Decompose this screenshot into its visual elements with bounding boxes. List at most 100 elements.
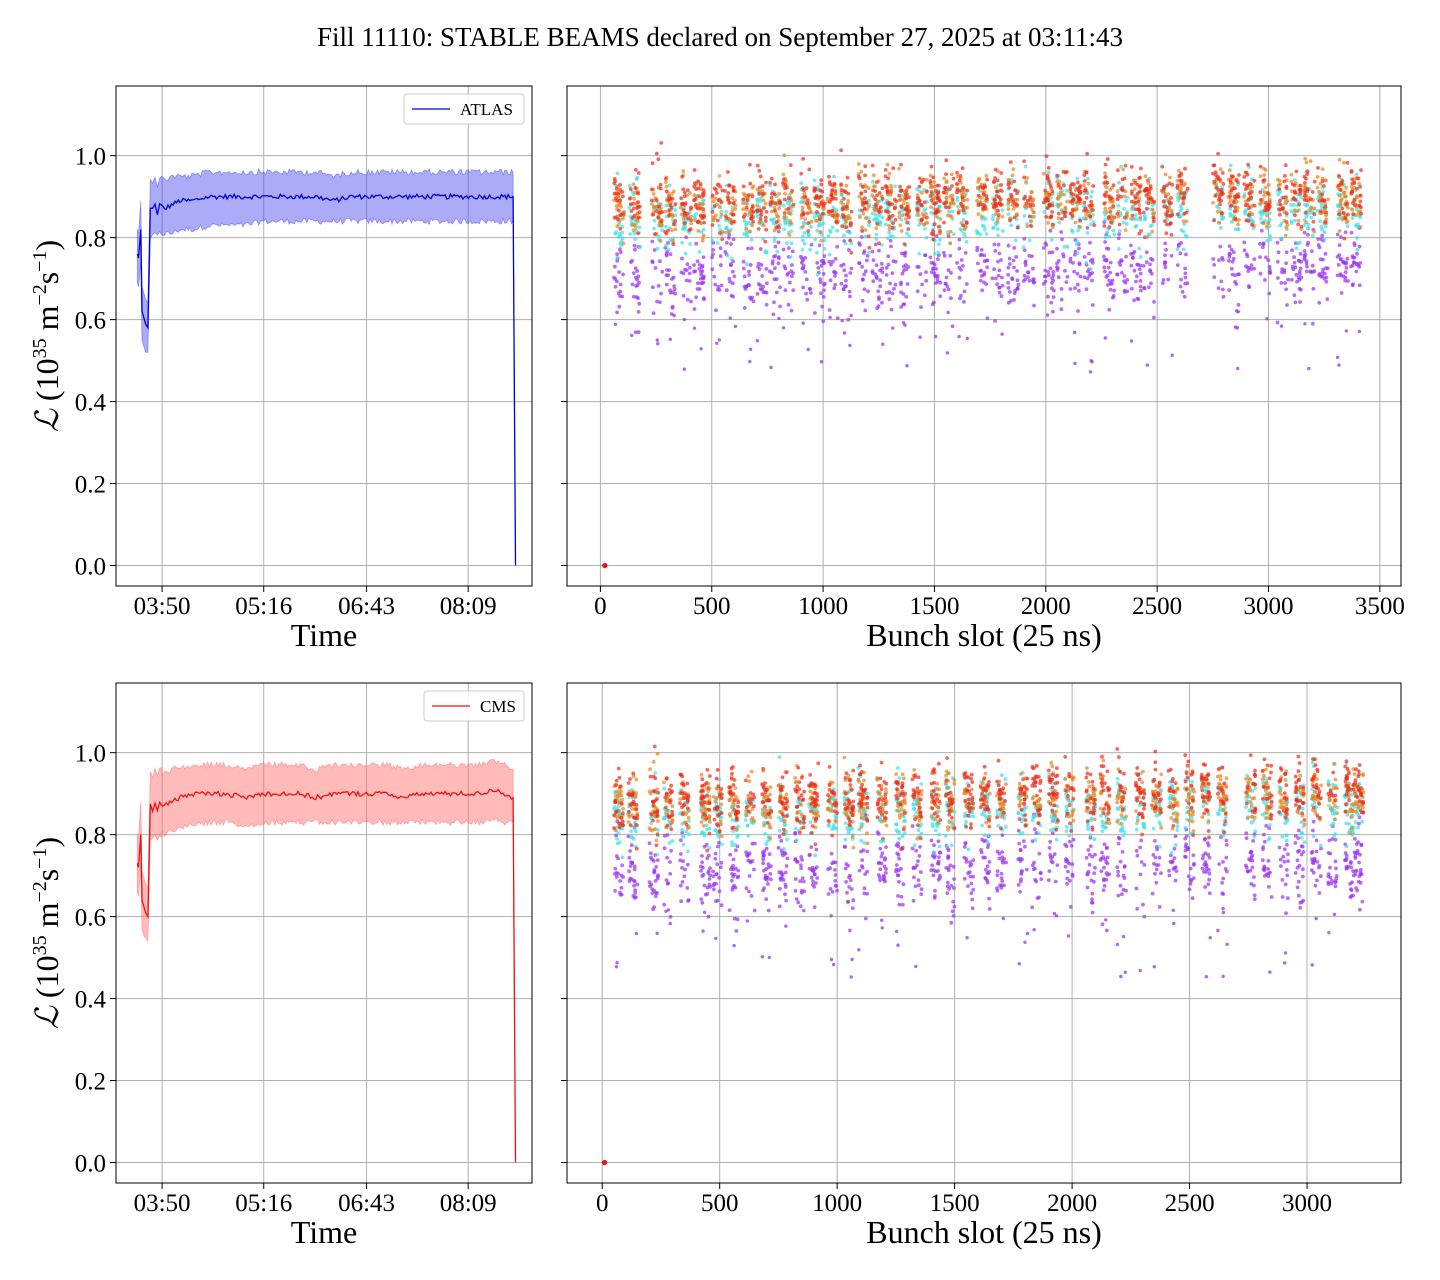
- scatter-point: [1063, 864, 1068, 869]
- scatter-point: [730, 212, 735, 217]
- scatter-point: [1093, 865, 1097, 870]
- scatter-point: [742, 306, 747, 310]
- scatter-point: [1308, 159, 1313, 164]
- scatter-point: [1279, 270, 1284, 274]
- scatter-point: [995, 849, 1000, 854]
- scatter-point: [1047, 846, 1052, 850]
- scatter-point: [1340, 179, 1345, 183]
- scatter-point: [874, 204, 878, 209]
- scatter-point: [1103, 240, 1107, 244]
- scatter-point: [1342, 190, 1346, 195]
- scatter-point: [1133, 224, 1138, 229]
- scatter-point: [1312, 212, 1317, 217]
- scatter-point: [1090, 891, 1095, 896]
- scatter-point: [1107, 194, 1112, 199]
- scatter-point: [757, 168, 762, 173]
- scatter-point: [814, 218, 818, 223]
- scatter-point: [760, 287, 765, 292]
- scatter-point: [1136, 262, 1140, 267]
- scatter-point: [760, 184, 765, 189]
- scatter-point: [870, 211, 875, 216]
- scatter-point: [1345, 224, 1350, 229]
- scatter-point: [1045, 313, 1050, 317]
- scatter-point: [680, 174, 684, 179]
- zero-point: [602, 562, 608, 569]
- scatter-point: [812, 178, 817, 183]
- scatter-point: [899, 162, 903, 167]
- scatter-point: [1292, 189, 1297, 194]
- scatter-point: [1358, 881, 1363, 885]
- scatter-point: [1010, 173, 1015, 178]
- scatter-point: [652, 218, 657, 223]
- scatter-point: [701, 201, 705, 206]
- scatter-point: [760, 274, 765, 278]
- scatter-point: [922, 200, 927, 205]
- scatter-point: [1283, 163, 1288, 168]
- scatter-point: [778, 285, 782, 290]
- scatter-point: [984, 196, 989, 201]
- scatter-point: [1206, 882, 1211, 887]
- scatter-point: [1314, 838, 1319, 843]
- scatter-point: [1339, 235, 1343, 240]
- scatter-point: [961, 185, 965, 190]
- scatter-point: [1289, 219, 1294, 224]
- scatter-point: [705, 885, 710, 890]
- scatter-point: [827, 308, 832, 312]
- scatter-point: [985, 177, 989, 182]
- scatter-point: [621, 241, 626, 246]
- scatter-point: [1285, 873, 1290, 878]
- scatter-point: [946, 856, 950, 860]
- scatter-point: [833, 868, 837, 872]
- scatter-point: [1230, 272, 1235, 277]
- scatter-point: [666, 241, 670, 245]
- scatter-point: [801, 238, 805, 243]
- scatter-point: [1012, 291, 1017, 296]
- scatter-point: [696, 219, 701, 224]
- scatter-point: [1130, 204, 1135, 209]
- scatter-point: [917, 184, 922, 189]
- scatter-point: [1214, 186, 1219, 190]
- scatter-point: [1103, 184, 1108, 189]
- scatter-point: [1264, 872, 1269, 877]
- scatter-point: [1046, 294, 1050, 299]
- scatter-point: [1006, 207, 1011, 212]
- x-tick-label: 05:16: [235, 593, 292, 620]
- scatter-point: [615, 252, 619, 257]
- scatter-point: [748, 859, 752, 864]
- scatter-point: [821, 272, 826, 276]
- scatter-point: [936, 250, 941, 255]
- scatter-point: [1167, 868, 1171, 873]
- scatter-point: [672, 287, 677, 292]
- scatter-point: [1233, 209, 1237, 213]
- scatter-point: [899, 305, 904, 309]
- scatter-point: [1280, 895, 1285, 899]
- scatter-point: [828, 887, 833, 891]
- x-tick-label: 500: [693, 593, 731, 620]
- scatter-point: [1212, 218, 1216, 223]
- scatter-point: [758, 247, 763, 251]
- scatter-point: [863, 189, 868, 194]
- scatter-point: [1007, 290, 1012, 294]
- scatter-point: [1283, 281, 1288, 285]
- scatter-point: [1202, 870, 1206, 874]
- scatter-point: [1072, 182, 1076, 187]
- scatter-point: [729, 293, 734, 298]
- scatter-point: [822, 238, 827, 243]
- scatter-point: [913, 884, 918, 889]
- scatter-point: [764, 897, 769, 901]
- scatter-point: [729, 242, 733, 247]
- scatter-point: [1075, 282, 1080, 287]
- scatter-point: [694, 241, 699, 246]
- scatter-point: [884, 185, 889, 190]
- scatter-point: [1009, 192, 1013, 197]
- scatter-point: [799, 866, 803, 871]
- scatter-point: [829, 262, 833, 267]
- scatter-point: [796, 900, 801, 905]
- scatter-point: [1336, 263, 1341, 267]
- scatter-point: [802, 231, 807, 235]
- scatter-point: [848, 221, 853, 225]
- scatter-point: [1024, 867, 1029, 872]
- scatter-point: [1123, 163, 1128, 168]
- scatter-point: [964, 221, 969, 226]
- scatter-point: [932, 201, 937, 206]
